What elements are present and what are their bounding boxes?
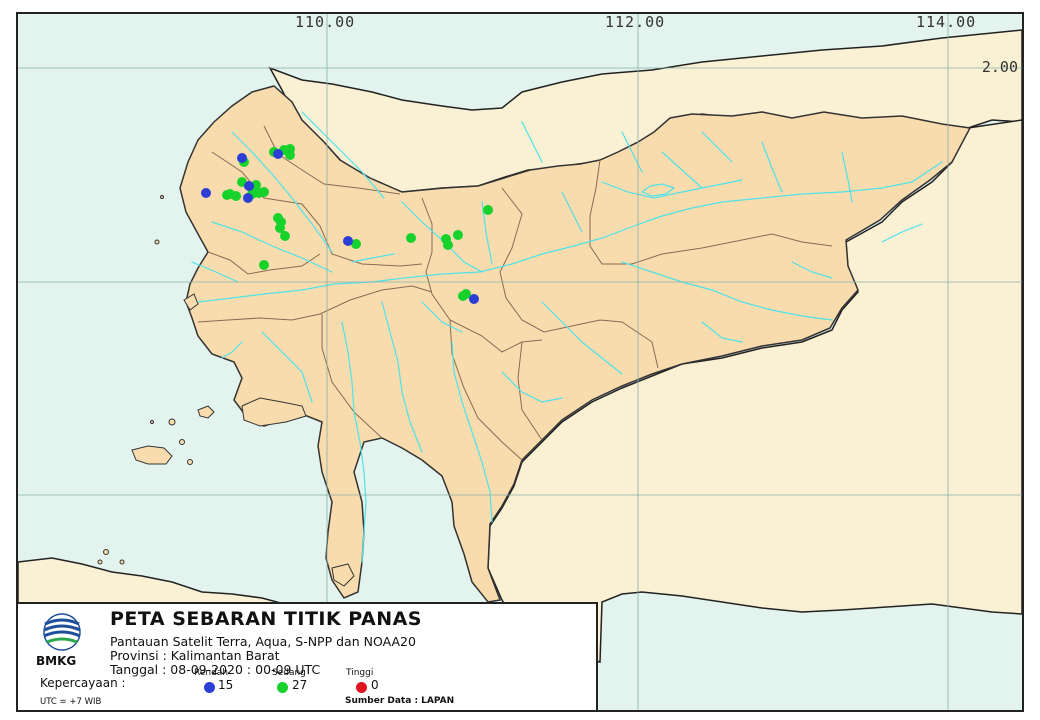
hotspot-sedang [443, 240, 453, 250]
map-legend: BMKG PETA SEBARAN TITIK PANAS Pantauan S… [16, 602, 598, 712]
confidence-name-rendah: Rendah [194, 668, 229, 678]
lon-tick-112: 112.00 [605, 13, 666, 31]
west-kalimantan-province [179, 85, 972, 603]
island-6 [168, 418, 176, 426]
hotspot-sedang [351, 239, 361, 249]
island-10 [97, 559, 103, 565]
island-2 [197, 405, 215, 419]
hotspot-rendah [243, 193, 253, 203]
confidence-count-sedang: 27 [292, 678, 308, 692]
confidence-name-sedang: Sedang [272, 668, 306, 678]
hotspot-sedang [275, 223, 285, 233]
island-14 [150, 420, 154, 424]
island-12 [154, 239, 160, 245]
hotspot-rendah [343, 236, 353, 246]
confidence-count-rendah: 15 [218, 678, 234, 692]
hotspot-sedang [280, 231, 290, 241]
river-network [191, 111, 943, 563]
confidence-dot-rendah [204, 682, 215, 693]
hotspot-sedang [483, 205, 493, 215]
island-9 [119, 559, 125, 565]
confidence-count-tinggi: 0 [371, 678, 379, 692]
island-8 [103, 549, 109, 555]
hotspot-sedang [406, 233, 416, 243]
map-title: PETA SEBARAN TITIK PANAS [110, 608, 422, 630]
confidence-dot-sedang [277, 682, 288, 693]
bmkg-logo-icon [43, 613, 81, 651]
hotspot-layer [201, 144, 493, 304]
province-line: Provinsi : Kalimantan Barat [110, 648, 280, 663]
island-7 [179, 439, 185, 445]
hotspot-rendah [273, 149, 283, 159]
hotspot-sedang [259, 260, 269, 270]
lon-tick-114: 114.00 [916, 13, 977, 31]
island-4 [241, 397, 307, 427]
island-11 [187, 459, 193, 465]
utc-note: UTC = +7 WIB [40, 697, 102, 707]
island-13 [160, 195, 164, 199]
hotspot-rendah [244, 181, 254, 191]
lat-tick-2: 2.00 [981, 58, 1018, 76]
confidence-label: Kepercayaan : [40, 676, 126, 690]
island-5 [331, 563, 355, 587]
graticule [18, 14, 1022, 710]
confidence-name-tinggi: Tinggi [346, 668, 374, 678]
map-canvas [18, 14, 1022, 710]
island-3 [183, 293, 199, 311]
east-kalimantan-land [487, 119, 1022, 663]
bmkg-logo-text: BMKG [36, 654, 77, 668]
map-subtitle: Pantauan Satelit Terra, Aqua, S-NPP dan … [110, 634, 416, 649]
confidence-dot-tinggi [356, 682, 367, 693]
hotspot-sedang [453, 230, 463, 240]
hotspot-rendah [237, 153, 247, 163]
date-line: Tanggal : 08-09-2020 : 00-09 UTC [110, 662, 321, 677]
map-frame: 110.00 112.00 114.00 2.00 [16, 12, 1024, 712]
islands [97, 195, 355, 587]
hotspot-rendah [201, 188, 211, 198]
hotspot-sedang [461, 289, 471, 299]
island-1 [131, 445, 173, 465]
hotspot-sedang [231, 191, 241, 201]
data-source: Sumber Data : LAPAN [345, 696, 455, 706]
hotspot-rendah [469, 294, 479, 304]
lon-tick-110: 110.00 [295, 13, 356, 31]
